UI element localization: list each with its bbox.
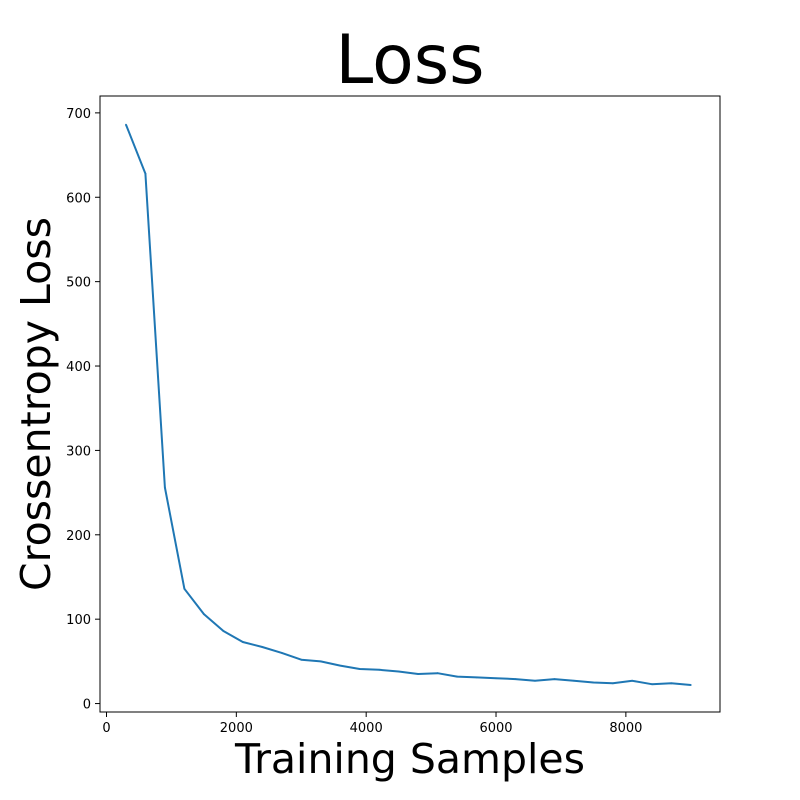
x-tick-label: 6000 — [479, 721, 512, 736]
data-point — [397, 670, 400, 673]
data-point — [611, 682, 614, 685]
data-point — [164, 486, 166, 489]
data-point — [456, 675, 458, 678]
data-point — [573, 679, 575, 682]
data-point — [300, 658, 303, 661]
data-point — [339, 664, 342, 667]
data-point — [592, 681, 595, 684]
data-point — [378, 668, 381, 671]
data-point — [514, 678, 517, 680]
data-point — [417, 673, 420, 675]
y-tick-label: 400 — [66, 360, 91, 375]
y-tick-label: 0 — [83, 698, 91, 713]
x-tick-label: 0 — [102, 721, 110, 736]
data-point — [202, 613, 205, 616]
plot-background — [100, 96, 720, 712]
plot-frame — [99, 95, 721, 713]
x-axis-label: Training Samples — [234, 735, 585, 783]
x-tick-label: 8000 — [609, 721, 642, 736]
data-point — [358, 668, 361, 670]
data-point — [125, 123, 127, 126]
x-axis-ticks: 0 2000 4000 6000 8000 — [102, 712, 642, 736]
data-point — [689, 684, 692, 686]
data-point — [475, 676, 478, 679]
data-point — [534, 679, 536, 682]
y-axis-label: Crossentropy Loss — [12, 217, 60, 591]
data-point — [553, 678, 556, 680]
loss-series-points — [125, 123, 692, 686]
data-point — [222, 630, 225, 632]
chart-title: Loss — [335, 21, 484, 100]
data-point — [183, 587, 186, 590]
data-point — [241, 641, 244, 643]
y-tick-label: 700 — [66, 107, 91, 122]
y-axis-ticks: 0 100 200 300 400 500 600 700 — [66, 107, 100, 713]
data-point — [631, 679, 634, 682]
data-point — [650, 683, 653, 686]
data-point — [436, 672, 439, 675]
data-point — [261, 646, 264, 648]
y-tick-label: 600 — [66, 191, 91, 206]
x-tick-label: 2000 — [220, 721, 253, 736]
y-tick-label: 200 — [66, 529, 91, 544]
loss-series-line — [125, 124, 691, 686]
data-point — [319, 660, 322, 663]
y-tick-label: 500 — [66, 276, 91, 291]
x-tick-label: 4000 — [350, 721, 383, 736]
data-point — [495, 677, 497, 680]
data-point — [280, 652, 283, 654]
y-tick-label: 300 — [66, 444, 91, 459]
data-point — [144, 172, 147, 175]
data-point — [670, 682, 673, 685]
y-tick-label: 100 — [66, 613, 91, 628]
